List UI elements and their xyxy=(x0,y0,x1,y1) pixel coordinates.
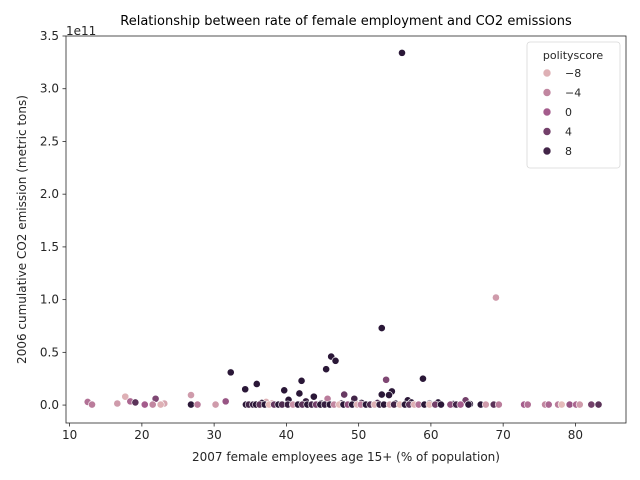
data-point xyxy=(340,390,349,399)
legend-marker xyxy=(542,146,552,156)
x-tick-label: 10 xyxy=(62,428,77,442)
data-point xyxy=(382,375,391,384)
x-tick-label: 30 xyxy=(206,428,221,442)
data-point xyxy=(156,400,165,409)
data-point xyxy=(88,400,96,409)
data-point xyxy=(295,389,304,398)
legend-entry-label: 0 xyxy=(565,106,572,119)
data-point xyxy=(331,356,340,365)
data-point xyxy=(241,385,250,394)
data-point xyxy=(113,399,122,408)
x-tick-label: 60 xyxy=(423,428,438,442)
legend-entry-label: 4 xyxy=(565,126,572,139)
y-offset-text: 1e11 xyxy=(66,24,96,38)
plot-frame xyxy=(65,35,627,424)
data-point xyxy=(297,376,306,385)
data-point xyxy=(544,400,553,409)
data-point xyxy=(464,400,473,409)
legend-entries: −8 −4 0 4 8 xyxy=(542,67,581,158)
legend-marker xyxy=(542,107,552,117)
data-point xyxy=(398,48,406,57)
y-tick-label: 1.0 xyxy=(40,293,59,307)
data-points xyxy=(83,48,603,409)
x-tick-label: 40 xyxy=(279,428,294,442)
data-point xyxy=(252,380,261,388)
x-axis-ticks: 10 20 30 40 50 60 70 80 xyxy=(62,423,583,442)
data-point xyxy=(148,400,157,409)
y-tick-label: 3.0 xyxy=(40,82,59,96)
data-point xyxy=(575,400,584,409)
y-tick-label: 0.0 xyxy=(40,398,59,412)
data-point xyxy=(523,400,532,409)
data-point xyxy=(140,400,149,409)
data-point xyxy=(187,400,195,409)
data-point xyxy=(322,365,331,374)
data-point xyxy=(377,324,386,332)
data-point xyxy=(565,400,574,409)
data-point xyxy=(594,400,603,409)
x-tick-label: 80 xyxy=(568,428,583,442)
legend-marker xyxy=(542,68,552,78)
data-point xyxy=(221,397,230,406)
y-axis-label: 2006 cumulative CO2 emission (metric ton… xyxy=(15,95,29,364)
y-tick-label: 3.5 xyxy=(40,29,59,43)
data-point xyxy=(481,400,490,409)
data-point xyxy=(456,400,465,409)
legend-marker xyxy=(542,88,552,97)
data-point xyxy=(385,391,393,399)
y-tick-label: 2.5 xyxy=(40,134,59,148)
legend: polityscore −8 −4 0 4 8 xyxy=(526,41,621,169)
legend-title: polityscore xyxy=(543,49,603,62)
data-point xyxy=(211,400,220,409)
data-point xyxy=(437,400,445,409)
data-point xyxy=(280,386,289,395)
data-point xyxy=(377,390,386,399)
data-point xyxy=(226,368,235,377)
y-axis-ticks: 0.0 0.5 1.0 1.5 2.0 2.5 3.0 3.5 xyxy=(40,29,66,412)
x-tick-label: 50 xyxy=(351,428,366,442)
legend-entry-label: 8 xyxy=(565,145,572,158)
x-tick-label: 20 xyxy=(134,428,149,442)
x-axis-label: 2007 female employees age 15+ (% of popu… xyxy=(192,450,500,464)
data-point xyxy=(557,400,566,409)
legend-entry-label: −4 xyxy=(565,87,581,100)
data-point xyxy=(187,391,195,399)
data-point xyxy=(494,400,503,409)
data-point xyxy=(587,400,596,409)
data-point xyxy=(309,392,318,401)
y-tick-label: 0.5 xyxy=(40,345,59,359)
data-point xyxy=(193,400,202,409)
data-point xyxy=(131,398,140,407)
legend-entry-label: −8 xyxy=(565,67,581,80)
y-tick-label: 1.5 xyxy=(40,240,59,254)
y-tick-label: 2.0 xyxy=(40,187,59,201)
x-tick-label: 70 xyxy=(496,428,511,442)
data-point xyxy=(419,374,427,383)
legend-marker xyxy=(542,127,552,136)
data-point xyxy=(492,293,500,302)
chart-title: Relationship between rate of female empl… xyxy=(120,14,572,29)
data-point xyxy=(121,392,130,401)
